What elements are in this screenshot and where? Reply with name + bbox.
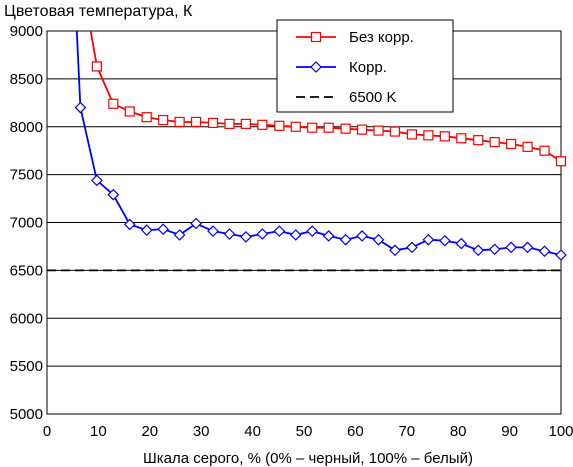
x-axis-label: Шкала серого, % (0% – черный, 100% – бел… xyxy=(143,450,473,467)
legend-label: Без корр. xyxy=(349,29,414,46)
y-tick-label: 5000 xyxy=(10,406,43,423)
series-point xyxy=(322,230,335,242)
series-point xyxy=(91,174,103,187)
series-point xyxy=(439,131,450,142)
series-point xyxy=(505,241,517,254)
x-tick-label: 100 xyxy=(548,423,573,440)
series-point xyxy=(140,224,153,237)
series-layer xyxy=(47,30,567,272)
series-point xyxy=(555,249,567,261)
series-1 xyxy=(74,30,567,261)
series-point xyxy=(522,141,533,152)
series-point xyxy=(423,130,434,141)
series-point xyxy=(489,136,500,148)
series-point xyxy=(310,61,322,73)
y-tick-label: 6500 xyxy=(10,262,43,279)
series-point xyxy=(173,229,186,241)
series-point xyxy=(223,228,236,240)
y-tick-labels: 5000 5500 6000 6500 7000 7500 8000 8500 9000 xyxy=(10,23,43,423)
y-tick-label: 5500 xyxy=(10,358,43,375)
series-point xyxy=(190,116,202,128)
series-point xyxy=(141,112,152,123)
y-tick-label: 9000 xyxy=(10,23,43,40)
series-point xyxy=(472,244,485,257)
series-point xyxy=(356,230,368,242)
x-tick-label: 80 xyxy=(450,423,467,440)
series-point xyxy=(422,233,435,246)
series-point xyxy=(91,61,102,72)
series-point xyxy=(240,231,252,243)
series-point xyxy=(274,120,285,131)
y-tick-label: 7500 xyxy=(10,167,43,184)
x-tick-labels: 0 10 20 30 40 50 60 70 80 90 100 xyxy=(43,423,573,440)
series-point xyxy=(455,237,468,250)
x-tick-label: 30 xyxy=(193,423,210,440)
legend: Без корр. Корр. 6500 K xyxy=(276,19,454,113)
series-point xyxy=(289,229,302,241)
series-point xyxy=(310,31,322,43)
series-point xyxy=(488,243,501,256)
x-tick-label: 10 xyxy=(90,423,107,440)
chart-title: Цветовая температура, К xyxy=(4,3,193,20)
series-0 xyxy=(89,30,567,167)
series-point xyxy=(107,188,120,201)
series-point xyxy=(174,116,185,128)
y-tick-label: 8000 xyxy=(10,119,43,136)
series-point xyxy=(224,118,235,129)
series-point xyxy=(257,119,268,130)
series-point xyxy=(406,129,418,140)
series-point xyxy=(406,241,418,254)
series-point xyxy=(506,138,517,150)
x-tick-label: 40 xyxy=(244,423,261,440)
series-point xyxy=(273,225,286,237)
x-tick-label: 0 xyxy=(43,423,51,440)
legend-box xyxy=(276,19,454,113)
series-point xyxy=(323,122,334,133)
x-tick-label: 60 xyxy=(347,423,364,440)
series-point xyxy=(290,121,301,132)
series-point xyxy=(473,135,484,146)
series-point xyxy=(372,233,385,246)
series-point xyxy=(339,233,352,246)
series-point xyxy=(538,245,551,258)
series-point xyxy=(158,114,169,126)
series-point xyxy=(207,117,219,129)
series-point xyxy=(74,101,87,114)
series-point xyxy=(207,225,219,237)
legend-label: 6500 K xyxy=(349,89,397,106)
x-tick-label: 20 xyxy=(141,423,158,440)
series-point xyxy=(456,133,467,144)
series-point xyxy=(256,228,269,240)
series-point xyxy=(389,126,401,137)
series-point xyxy=(521,241,534,254)
series-point xyxy=(539,145,550,156)
series-point xyxy=(157,223,170,236)
series-point xyxy=(190,217,202,230)
x-tick-label: 90 xyxy=(501,423,518,440)
series-point xyxy=(240,118,252,129)
series-point xyxy=(306,225,319,237)
series-point xyxy=(123,218,136,231)
series-point xyxy=(555,156,567,167)
x-tick-label: 50 xyxy=(296,423,313,440)
series-point xyxy=(340,123,351,134)
series-point xyxy=(389,244,401,257)
legend-label: Корр. xyxy=(349,59,387,76)
x-tick-label: 70 xyxy=(398,423,415,440)
series-point xyxy=(373,125,384,136)
y-tick-label: 6000 xyxy=(10,310,43,327)
series-point xyxy=(108,98,119,109)
series-point xyxy=(356,124,368,135)
y-tick-label: 7000 xyxy=(10,215,43,232)
series-point xyxy=(307,122,318,133)
series-point xyxy=(124,106,135,117)
y-tick-label: 8500 xyxy=(10,71,43,88)
series-point xyxy=(438,234,451,247)
